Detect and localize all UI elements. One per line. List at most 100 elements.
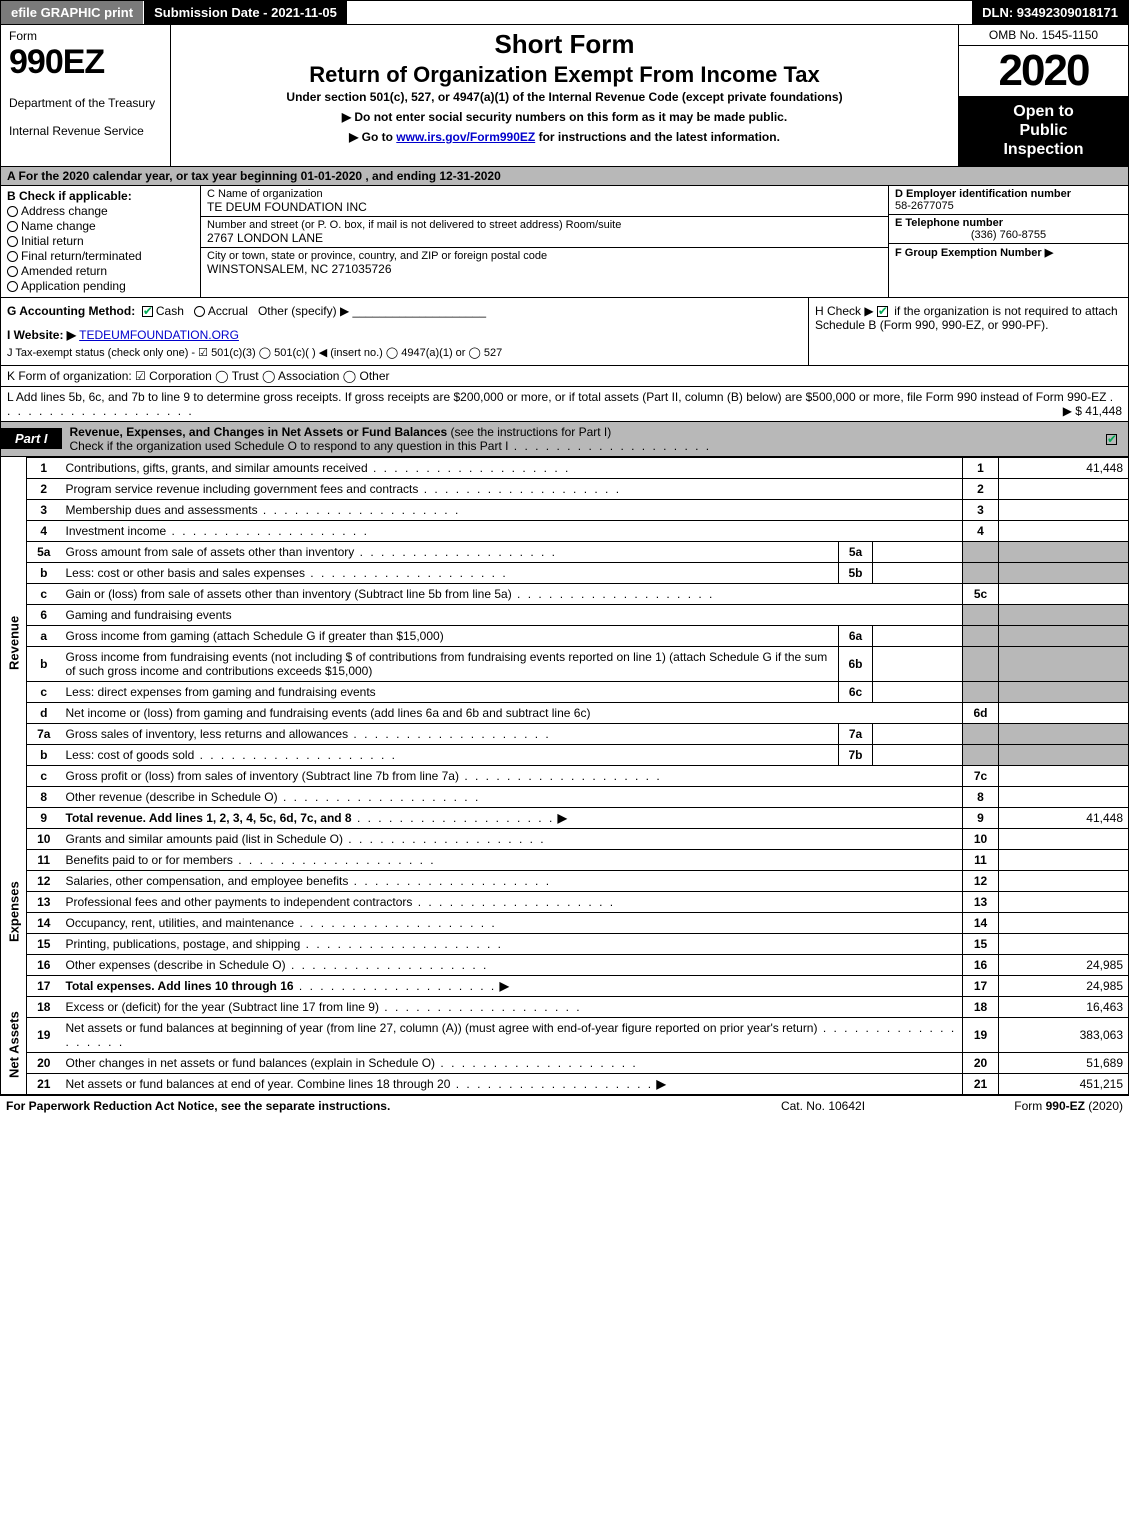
dept-irs: Internal Revenue Service	[9, 124, 162, 138]
line-8-col: 8	[963, 786, 999, 807]
line-4-amt	[999, 520, 1129, 541]
line-6a-desc: Gross income from gaming (attach Schedul…	[61, 625, 839, 646]
accrual-label: Accrual	[208, 304, 248, 318]
line-15-desc: Printing, publications, postage, and shi…	[61, 933, 963, 954]
chk-initial-return[interactable]: Initial return	[7, 234, 194, 248]
line-6d-amt	[999, 702, 1129, 723]
chk-application-pending[interactable]: Application pending	[7, 279, 194, 293]
form-title: Return of Organization Exempt From Incom…	[177, 62, 952, 88]
line-9-desc: Total revenue. Add lines 1, 2, 3, 4, 5c,…	[61, 807, 963, 828]
chk-label: Name change	[21, 219, 96, 233]
header-right: OMB No. 1545-1150 2020 Open to Public In…	[958, 25, 1128, 166]
line-7b-amt	[999, 744, 1129, 765]
line-18-amt: 16,463	[999, 996, 1129, 1017]
group-exemption-box: F Group Exemption Number ▶	[889, 244, 1128, 261]
line-1-col: 1	[963, 457, 999, 478]
line-5b-no: b	[27, 562, 61, 583]
line-19-amt: 383,063	[999, 1017, 1129, 1052]
line-5b-subno: 5b	[839, 562, 873, 583]
part1-sub: Check if the organization used Schedule …	[70, 439, 509, 453]
line-5c-desc: Gain or (loss) from sale of assets other…	[61, 583, 963, 604]
expenses-sidelabel: Expenses	[1, 828, 27, 996]
netassets-sidelabel: Net Assets	[1, 996, 27, 1094]
form-subtitle: Under section 501(c), 527, or 4947(a)(1)…	[177, 90, 952, 104]
line-7c-desc: Gross profit or (loss) from sales of inv…	[61, 765, 963, 786]
short-form-title: Short Form	[177, 29, 952, 60]
efile-print-button[interactable]: efile GRAPHIC print	[1, 1, 144, 24]
line-10-amt	[999, 828, 1129, 849]
phone-label: E Telephone number	[895, 217, 1122, 229]
line-13-no: 13	[27, 891, 61, 912]
dept-treasury: Department of the Treasury	[9, 96, 162, 110]
open-line1: Open to	[1013, 103, 1073, 120]
form-word: Form	[9, 29, 162, 43]
line-6d-no: d	[27, 702, 61, 723]
line-11-amt	[999, 849, 1129, 870]
chk-amended-return[interactable]: Amended return	[7, 264, 194, 278]
line-19-col: 19	[963, 1017, 999, 1052]
street-label: Number and street (or P. O. box, if mail…	[207, 219, 882, 231]
line-8-amt	[999, 786, 1129, 807]
line-5c-col: 5c	[963, 583, 999, 604]
line-7c-no: c	[27, 765, 61, 786]
line-21-amt: 451,215	[999, 1073, 1129, 1094]
other-label: Other (specify) ▶	[258, 304, 349, 318]
line-6c-subval	[873, 681, 963, 702]
line-6b-amt	[999, 646, 1129, 681]
chk-accrual[interactable]	[194, 306, 205, 317]
omb-number: OMB No. 1545-1150	[959, 25, 1128, 46]
line-14-amt	[999, 912, 1129, 933]
org-name-label: C Name of organization	[207, 188, 882, 200]
line-6d-col: 6d	[963, 702, 999, 723]
website-link[interactable]: TEDEUMFOUNDATION.ORG	[79, 328, 239, 342]
line-11-desc: Benefits paid to or for members	[61, 849, 963, 870]
line-7a-subno: 7a	[839, 723, 873, 744]
line-15-amt	[999, 933, 1129, 954]
line-12-col: 12	[963, 870, 999, 891]
line-6b-subno: 6b	[839, 646, 873, 681]
line-7a-col	[963, 723, 999, 744]
line-12-no: 12	[27, 870, 61, 891]
chk-label: Initial return	[21, 234, 84, 248]
line-17-no: 17	[27, 975, 61, 996]
entity-info-box: B Check if applicable: Address change Na…	[0, 186, 1129, 298]
dots	[508, 439, 711, 453]
col-b-checkboxes: B Check if applicable: Address change Na…	[1, 186, 201, 297]
line-20-desc: Other changes in net assets or fund bala…	[61, 1052, 963, 1073]
line-5a-amt	[999, 541, 1129, 562]
tax-year: 2020	[959, 46, 1128, 96]
street-value: 2767 LONDON LANE	[207, 231, 882, 245]
chk-schedule-b[interactable]	[877, 306, 888, 317]
line-1-amt: 41,448	[999, 457, 1129, 478]
line-20-no: 20	[27, 1052, 61, 1073]
line-5a-desc: Gross amount from sale of assets other t…	[61, 541, 839, 562]
chk-cash[interactable]	[142, 306, 153, 317]
line-14-no: 14	[27, 912, 61, 933]
part1-title-bold: Revenue, Expenses, and Changes in Net As…	[70, 425, 448, 439]
line-7b-no: b	[27, 744, 61, 765]
col-b-title: B Check if applicable:	[7, 189, 194, 203]
line-6a-subval	[873, 625, 963, 646]
line-6b-col	[963, 646, 999, 681]
cat-no: Cat. No. 10642I	[723, 1099, 923, 1113]
chk-address-change[interactable]: Address change	[7, 204, 194, 218]
header-center: Short Form Return of Organization Exempt…	[171, 25, 958, 166]
open-line2: Public	[1019, 122, 1067, 139]
line-2-col: 2	[963, 478, 999, 499]
line-5b-col	[963, 562, 999, 583]
line-3-col: 3	[963, 499, 999, 520]
line-6c-desc: Less: direct expenses from gaming and fu…	[61, 681, 839, 702]
paperwork-notice: For Paperwork Reduction Act Notice, see …	[6, 1099, 723, 1113]
part1-table: Revenue 1 Contributions, gifts, grants, …	[0, 457, 1129, 1095]
line-6c-subno: 6c	[839, 681, 873, 702]
part1-schedule-o-check[interactable]	[1106, 432, 1128, 446]
irs-link[interactable]: www.irs.gov/Form990EZ	[396, 130, 535, 144]
line-17-col: 17	[963, 975, 999, 996]
line-5a-subval	[873, 541, 963, 562]
chk-label: Final return/terminated	[21, 249, 142, 263]
chk-final-return[interactable]: Final return/terminated	[7, 249, 194, 263]
line-6c-col	[963, 681, 999, 702]
form-ref-bold: 990-EZ	[1046, 1099, 1085, 1113]
line-6c-no: c	[27, 681, 61, 702]
chk-name-change[interactable]: Name change	[7, 219, 194, 233]
